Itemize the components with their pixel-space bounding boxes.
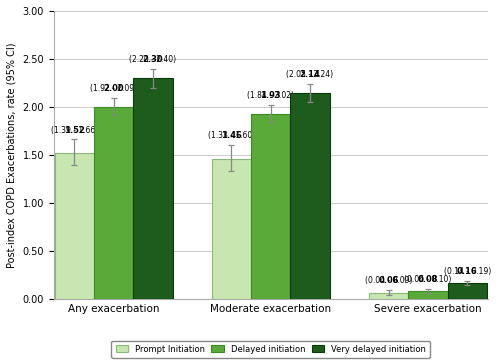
Text: 0.16: 0.16 [457,267,477,276]
Text: 1.93: 1.93 [260,91,281,100]
Text: 0.08: 0.08 [418,276,438,284]
Text: (0.14 - 0.19): (0.14 - 0.19) [444,256,491,276]
Bar [212,159,251,299]
Text: (2.20 - 2.40): (2.20 - 2.40) [130,44,176,64]
Text: (1.92 - 2.09): (1.92 - 2.09) [90,73,137,93]
Bar [408,291,448,299]
Text: (2.05 - 2.24): (2.05 - 2.24) [286,59,334,79]
Text: 2.30: 2.30 [142,55,163,64]
Text: 1.52: 1.52 [64,126,84,135]
Text: 1.46: 1.46 [221,131,242,140]
Bar [290,93,330,299]
Bar [369,293,408,299]
Bar [448,284,487,299]
Text: 2.00: 2.00 [104,85,124,93]
Bar [94,107,133,299]
Text: (0.06 - 0.10): (0.06 - 0.10) [404,264,452,284]
Text: 2.14: 2.14 [300,70,320,79]
Text: (1.33 - 1.60): (1.33 - 1.60) [208,121,255,140]
Bar [133,78,172,299]
Text: (1.39 - 1.66): (1.39 - 1.66) [50,115,98,135]
Text: 0.06: 0.06 [378,276,399,285]
Bar [54,153,94,299]
Text: (0.04 - 0.09): (0.04 - 0.09) [365,265,412,285]
Y-axis label: Post-index COPD Exacerbations, rate (95% CI): Post-index COPD Exacerbations, rate (95%… [7,42,17,268]
Text: (1.84 - 2.02): (1.84 - 2.02) [248,80,294,100]
Bar [251,114,290,299]
Legend: Prompt Initiation, Delayed initiation, Very delayed initiation: Prompt Initiation, Delayed initiation, V… [112,340,430,358]
